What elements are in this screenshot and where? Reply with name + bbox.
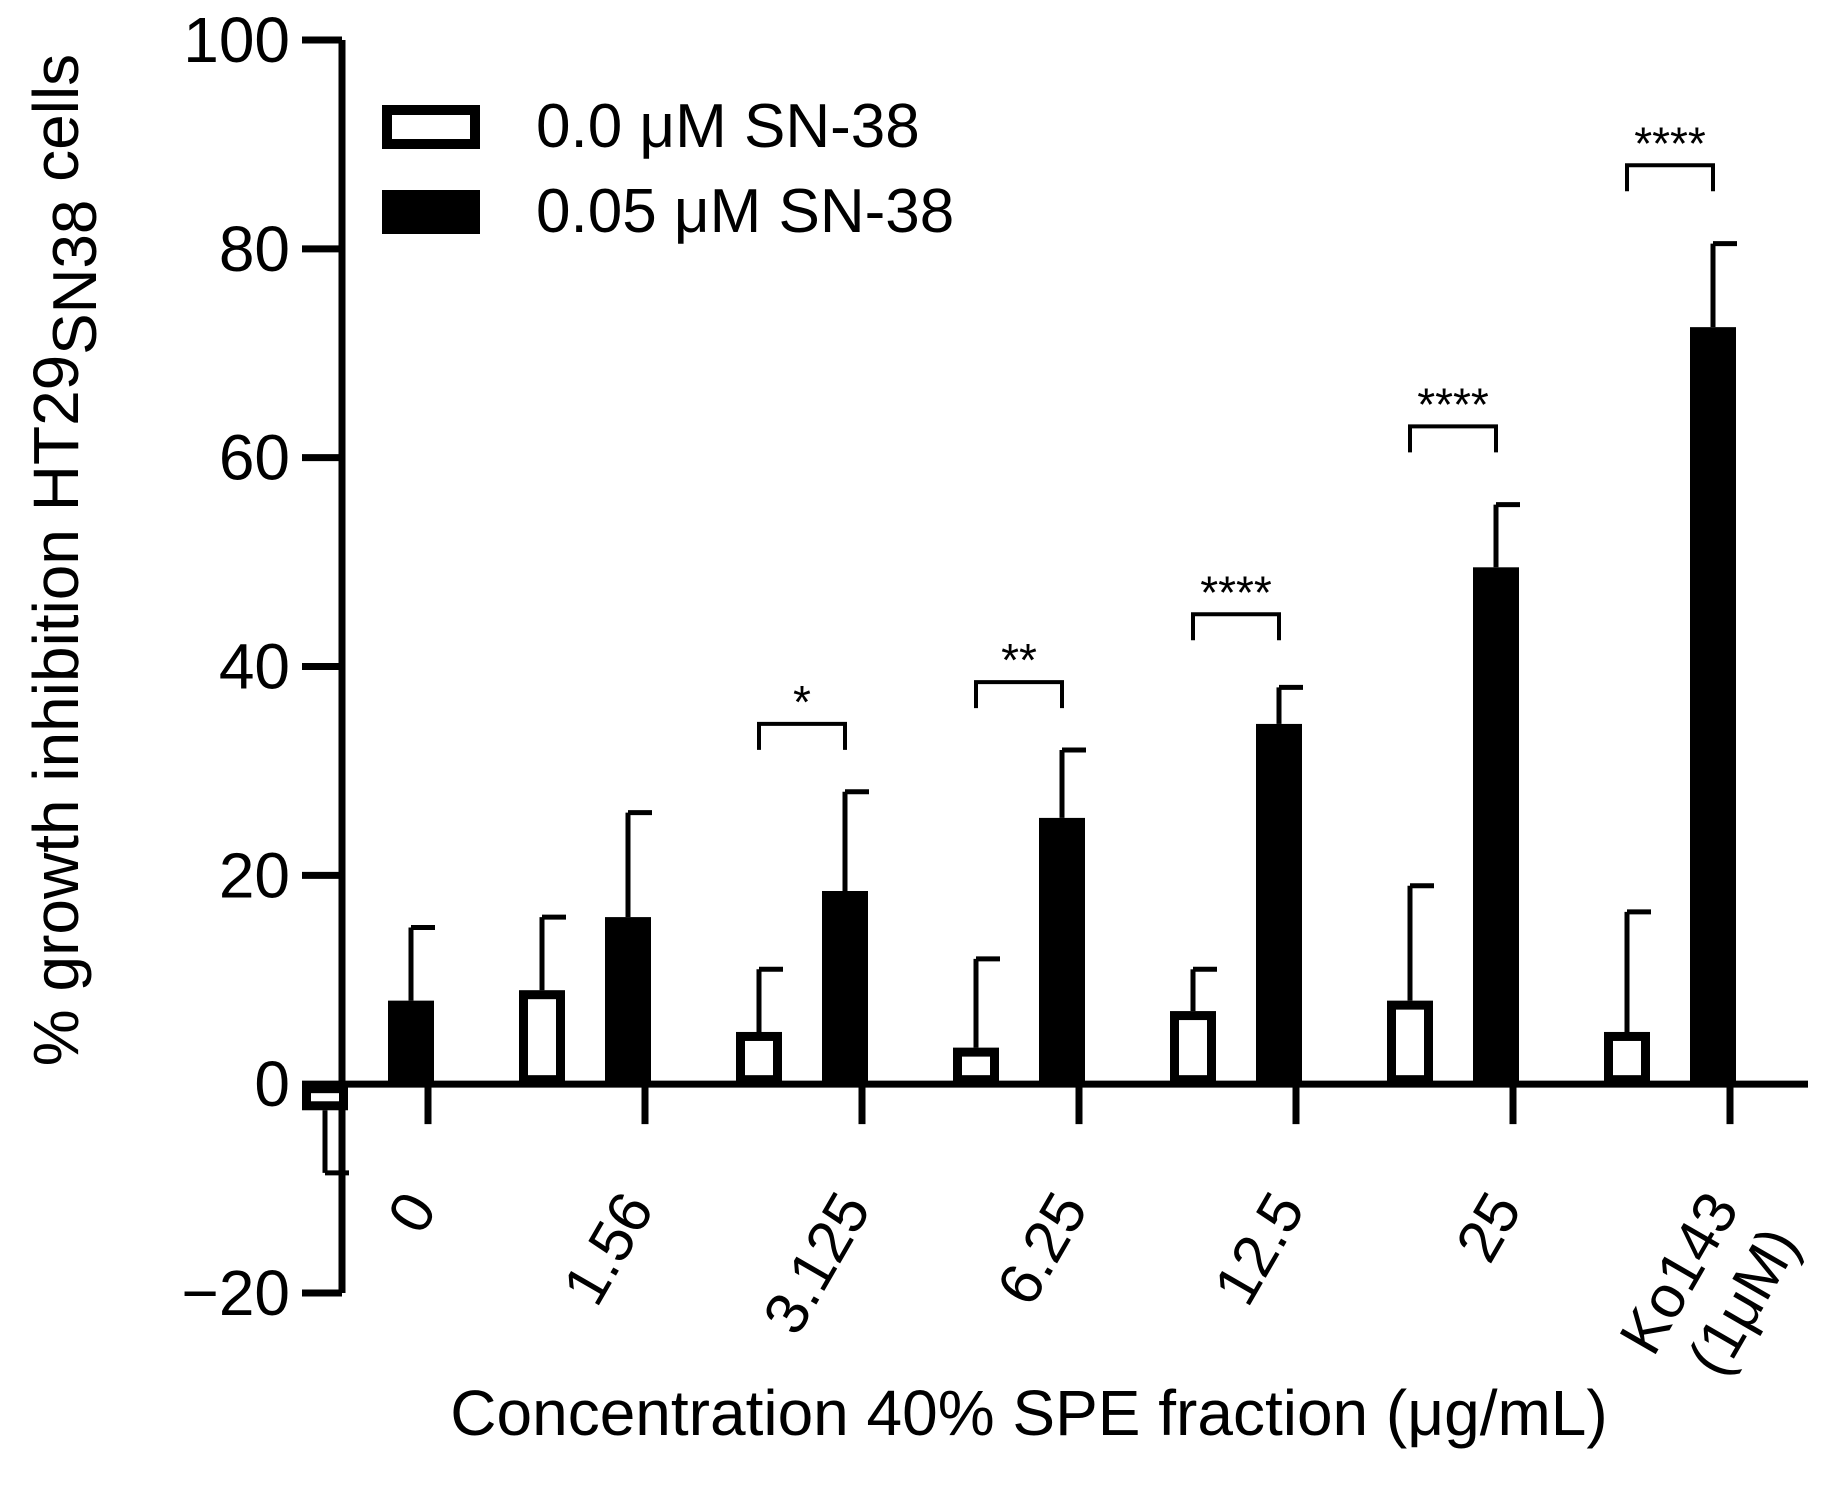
legend-label: 0.0 μM SN-38 [536, 92, 920, 161]
y-tick-label: 40 [219, 631, 290, 703]
y-axis: −20 0 20 40 60 80 100 [181, 4, 346, 1329]
x-axis: 0 1.56 3.125 6.25 12.5 25 Ko143(1μM) [342, 1080, 1812, 1400]
bar [1170, 1011, 1216, 1085]
y-axis-label: % growth inhibition HT29SN38 cells [20, 54, 110, 1066]
significance-brackets: *************** [757, 117, 1715, 750]
x-tick-label: 3.125 [750, 1181, 883, 1345]
bar [1604, 1031, 1650, 1085]
significance-label: ** [1001, 634, 1037, 686]
legend-label: 0.05 μM SN-38 [536, 177, 954, 246]
x-tick-label: 25 [1443, 1181, 1534, 1272]
bar [822, 890, 868, 1085]
significance-label: **** [1634, 117, 1706, 169]
significance-bracket [1191, 612, 1281, 641]
x-tick-label-line: 1.56 [550, 1181, 666, 1316]
y-axis-label-subscript: SN38 [41, 200, 110, 355]
y-tick-label: 20 [219, 839, 290, 911]
bars [302, 241, 1737, 1176]
significance-label: **** [1200, 566, 1272, 618]
x-tick-label-line: 3.125 [750, 1181, 883, 1345]
y-tick-label: 80 [219, 213, 290, 285]
significance-bracket [757, 721, 847, 750]
bar [1473, 567, 1519, 1085]
bar [519, 990, 565, 1085]
legend-swatch [382, 105, 480, 149]
x-tick-label-line: 25 [1443, 1181, 1534, 1272]
y-tick-label: 60 [219, 422, 290, 494]
significance-bracket [974, 680, 1064, 709]
bar [1256, 723, 1302, 1085]
y-axis-label-main: % growth inhibition HT29 [20, 355, 92, 1066]
x-tick-label: 12.5 [1201, 1181, 1317, 1316]
legend: 0.0 μM SN-38 0.05 μM SN-38 [382, 92, 954, 246]
bar [388, 1000, 434, 1085]
bar [953, 1047, 999, 1085]
bar [1690, 327, 1736, 1085]
bar [302, 1084, 348, 1111]
bar [736, 1031, 782, 1085]
x-tick-label-line: 0 [375, 1181, 450, 1243]
legend-swatch [382, 190, 480, 234]
bar [605, 917, 651, 1085]
bar [1039, 817, 1085, 1085]
significance-label: **** [1417, 378, 1489, 430]
significance-label: * [793, 676, 811, 728]
y-tick-label: −20 [181, 1257, 290, 1329]
significance-bracket [1408, 424, 1498, 453]
x-tick-label-line: 12.5 [1201, 1181, 1317, 1316]
x-tick-label: 1.56 [550, 1181, 666, 1316]
y-axis-label-tail: cells [20, 54, 92, 200]
significance-bracket [1625, 163, 1715, 192]
x-tick-label: 0 [375, 1181, 450, 1243]
x-tick-label: 6.25 [984, 1181, 1100, 1316]
x-tick-label: Ko143(1μM) [1606, 1181, 1811, 1400]
x-tick-label-line: 6.25 [984, 1181, 1100, 1316]
bar [1387, 1000, 1433, 1085]
x-axis-label: Concentration 40% SPE fraction (μg/mL) [450, 1377, 1607, 1449]
y-tick-label: 100 [183, 4, 290, 76]
y-tick-label: 0 [254, 1048, 290, 1120]
